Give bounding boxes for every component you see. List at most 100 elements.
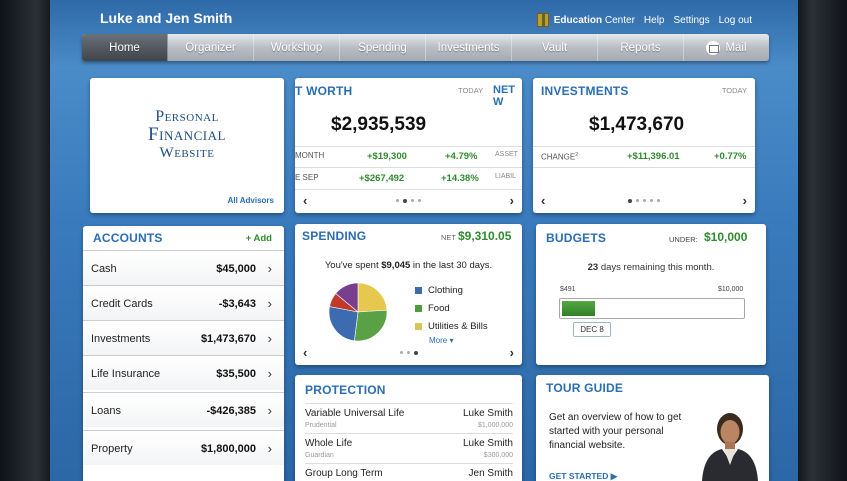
nav-mail-label: Mail [725, 41, 747, 54]
app-screen: Luke and Jen Smith Education Center Help… [50, 0, 798, 481]
account-row-property[interactable]: Property $1,800,000 › [83, 430, 284, 465]
policy-amount: $1,000,000 [477, 422, 513, 429]
divider [295, 189, 522, 190]
spending-pie-chart[interactable] [328, 282, 388, 342]
chevron-left-icon[interactable]: ‹ [541, 193, 546, 208]
budget-progress-bar[interactable] [559, 298, 745, 319]
carousel-dot[interactable] [411, 199, 414, 202]
next-card-peek-title: NET W [493, 84, 515, 108]
carousel-dot[interactable] [643, 199, 646, 202]
budgets-under-value: $10,000 [704, 230, 748, 244]
account-label: Credit Cards [91, 298, 153, 310]
get-started-link[interactable]: GET STARTED ▶ [549, 471, 618, 481]
legend-label: Food [428, 302, 450, 314]
policy-row[interactable]: Group Long Term Jen Smith [305, 463, 513, 481]
pie-slice-1[interactable] [354, 309, 388, 342]
account-value: $45,000 [216, 263, 256, 275]
row-label: E SEP [295, 173, 319, 182]
tour-guide-presenter-image[interactable] [696, 409, 764, 481]
account-label: Life Insurance [91, 368, 161, 380]
top-bar: Luke and Jen Smith Education Center Help… [50, 0, 798, 34]
policy-row[interactable]: Variable Universal Life Luke Smith Prude… [305, 403, 513, 433]
account-row-credit-cards[interactable]: Credit Cards -$3,643 › [83, 285, 284, 320]
legend-label: Clothing [428, 284, 463, 296]
chevron-right-icon: › [267, 403, 272, 418]
legend-item-food[interactable]: Food [415, 299, 488, 317]
accounts-header: ACCOUNTS + Add [83, 226, 284, 250]
chevron-right-icon[interactable]: › [742, 193, 747, 208]
carousel-dot[interactable] [636, 199, 639, 202]
help-link[interactable]: Help [643, 14, 665, 26]
spending-net-value: $9,310.05 [458, 229, 512, 243]
carousel-nav: ‹ › [303, 345, 514, 360]
nav-home[interactable]: Home [82, 34, 168, 61]
account-row-life-insurance[interactable]: Life Insurance $35,500 › [83, 355, 284, 390]
logo-card: Personal Financial Website All Advisors [90, 78, 284, 213]
policy-owner: Luke Smith [462, 438, 513, 449]
legend-label: Utilities & Bills [428, 320, 488, 332]
account-row-investments[interactable]: Investments $1,473,670 › [83, 320, 284, 355]
net-worth-title: T WORTH [295, 84, 353, 98]
investments-title: INVESTMENTS [541, 84, 629, 98]
account-label: Cash [91, 263, 117, 275]
more-link[interactable]: More ▾ [429, 336, 454, 345]
carousel-dot-active[interactable] [403, 199, 407, 203]
chevron-right-icon[interactable]: › [509, 193, 514, 208]
account-row-cash[interactable]: Cash $45,000 › [83, 250, 284, 285]
site-logo: Personal Financial Website [90, 108, 284, 162]
pie-slice-2[interactable] [328, 306, 359, 342]
mail-icon [706, 40, 721, 55]
pie-slice-4[interactable] [335, 282, 359, 313]
nav-vault[interactable]: Vault [512, 34, 598, 61]
carousel-dot[interactable] [406, 351, 410, 354]
carousel-dot[interactable] [650, 199, 653, 202]
policy-owner: Jen Smith [468, 468, 513, 479]
accounts-title: ACCOUNTS [93, 231, 163, 245]
budget-spent-label: $491 [560, 286, 576, 293]
add-account-button[interactable]: + Add [245, 233, 272, 244]
chevron-right-icon: › [267, 441, 272, 456]
policy-name: Whole Life [305, 438, 353, 449]
account-label: Investments [91, 333, 151, 345]
nav-spending[interactable]: Spending [340, 34, 426, 61]
tour-guide-text: Get an overview of how to get started wi… [549, 412, 682, 451]
nav-workshop[interactable]: Workshop [254, 34, 340, 61]
logo-line-3: Website [159, 145, 215, 161]
settings-link[interactable]: Settings [673, 14, 710, 26]
top-links: Education Center Help Settings Log out [536, 13, 752, 27]
carousel-dot-active[interactable] [628, 199, 632, 203]
tour-guide-card: TOUR GUIDE Get an overview of how to get… [536, 375, 769, 481]
chevron-right-icon[interactable]: › [509, 345, 514, 360]
accounts-card: ACCOUNTS + Add Cash $45,000 › Credit Car… [83, 226, 284, 481]
logo-line-1: Personal [155, 108, 219, 125]
budget-date-marker: DEC 8 [573, 322, 611, 337]
nav-investments[interactable]: Investments [426, 34, 512, 61]
carousel-dot[interactable] [657, 199, 660, 202]
carousel-dot-active[interactable] [413, 351, 418, 355]
legend-item-utilities[interactable]: Utilities & Bills [415, 317, 488, 335]
chevron-right-icon: › [267, 331, 272, 346]
carousel-dot[interactable] [418, 199, 421, 202]
budget-progress-fill [562, 301, 596, 316]
legend-item-clothing[interactable]: Clothing [415, 281, 488, 299]
row-pct: +14.38% [441, 173, 479, 184]
chevron-left-icon[interactable]: ‹ [303, 193, 308, 208]
nav-organizer[interactable]: Organizer [168, 34, 254, 61]
spending-summary: You've spent $9,045 in the last 30 days. [324, 260, 493, 271]
net-worth-amount: $2,935,539 [331, 114, 427, 135]
legend-swatch [415, 286, 422, 294]
education-center-link[interactable]: Education Center [553, 14, 635, 26]
chevron-left-icon[interactable]: ‹ [303, 345, 308, 360]
investments-amount: $1,473,670 [589, 114, 685, 135]
logout-link[interactable]: Log out [718, 14, 752, 26]
nav-reports[interactable]: Reports [598, 34, 684, 61]
nav-mail[interactable]: Mail [684, 34, 769, 61]
policy-row[interactable]: Whole Life Luke Smith Guardian $300,000 [305, 433, 513, 463]
account-row-loans[interactable]: Loans -$426,385 › [83, 392, 284, 427]
spending-card: SPENDING NET $9,310.05 You've spent $9,0… [295, 224, 522, 365]
account-value: $1,473,670 [200, 333, 256, 345]
carousel-dot[interactable] [396, 199, 399, 202]
all-advisors-link[interactable]: All Advisors [227, 196, 274, 205]
carousel-dot[interactable] [399, 351, 403, 354]
pie-slice-0[interactable] [357, 282, 388, 313]
